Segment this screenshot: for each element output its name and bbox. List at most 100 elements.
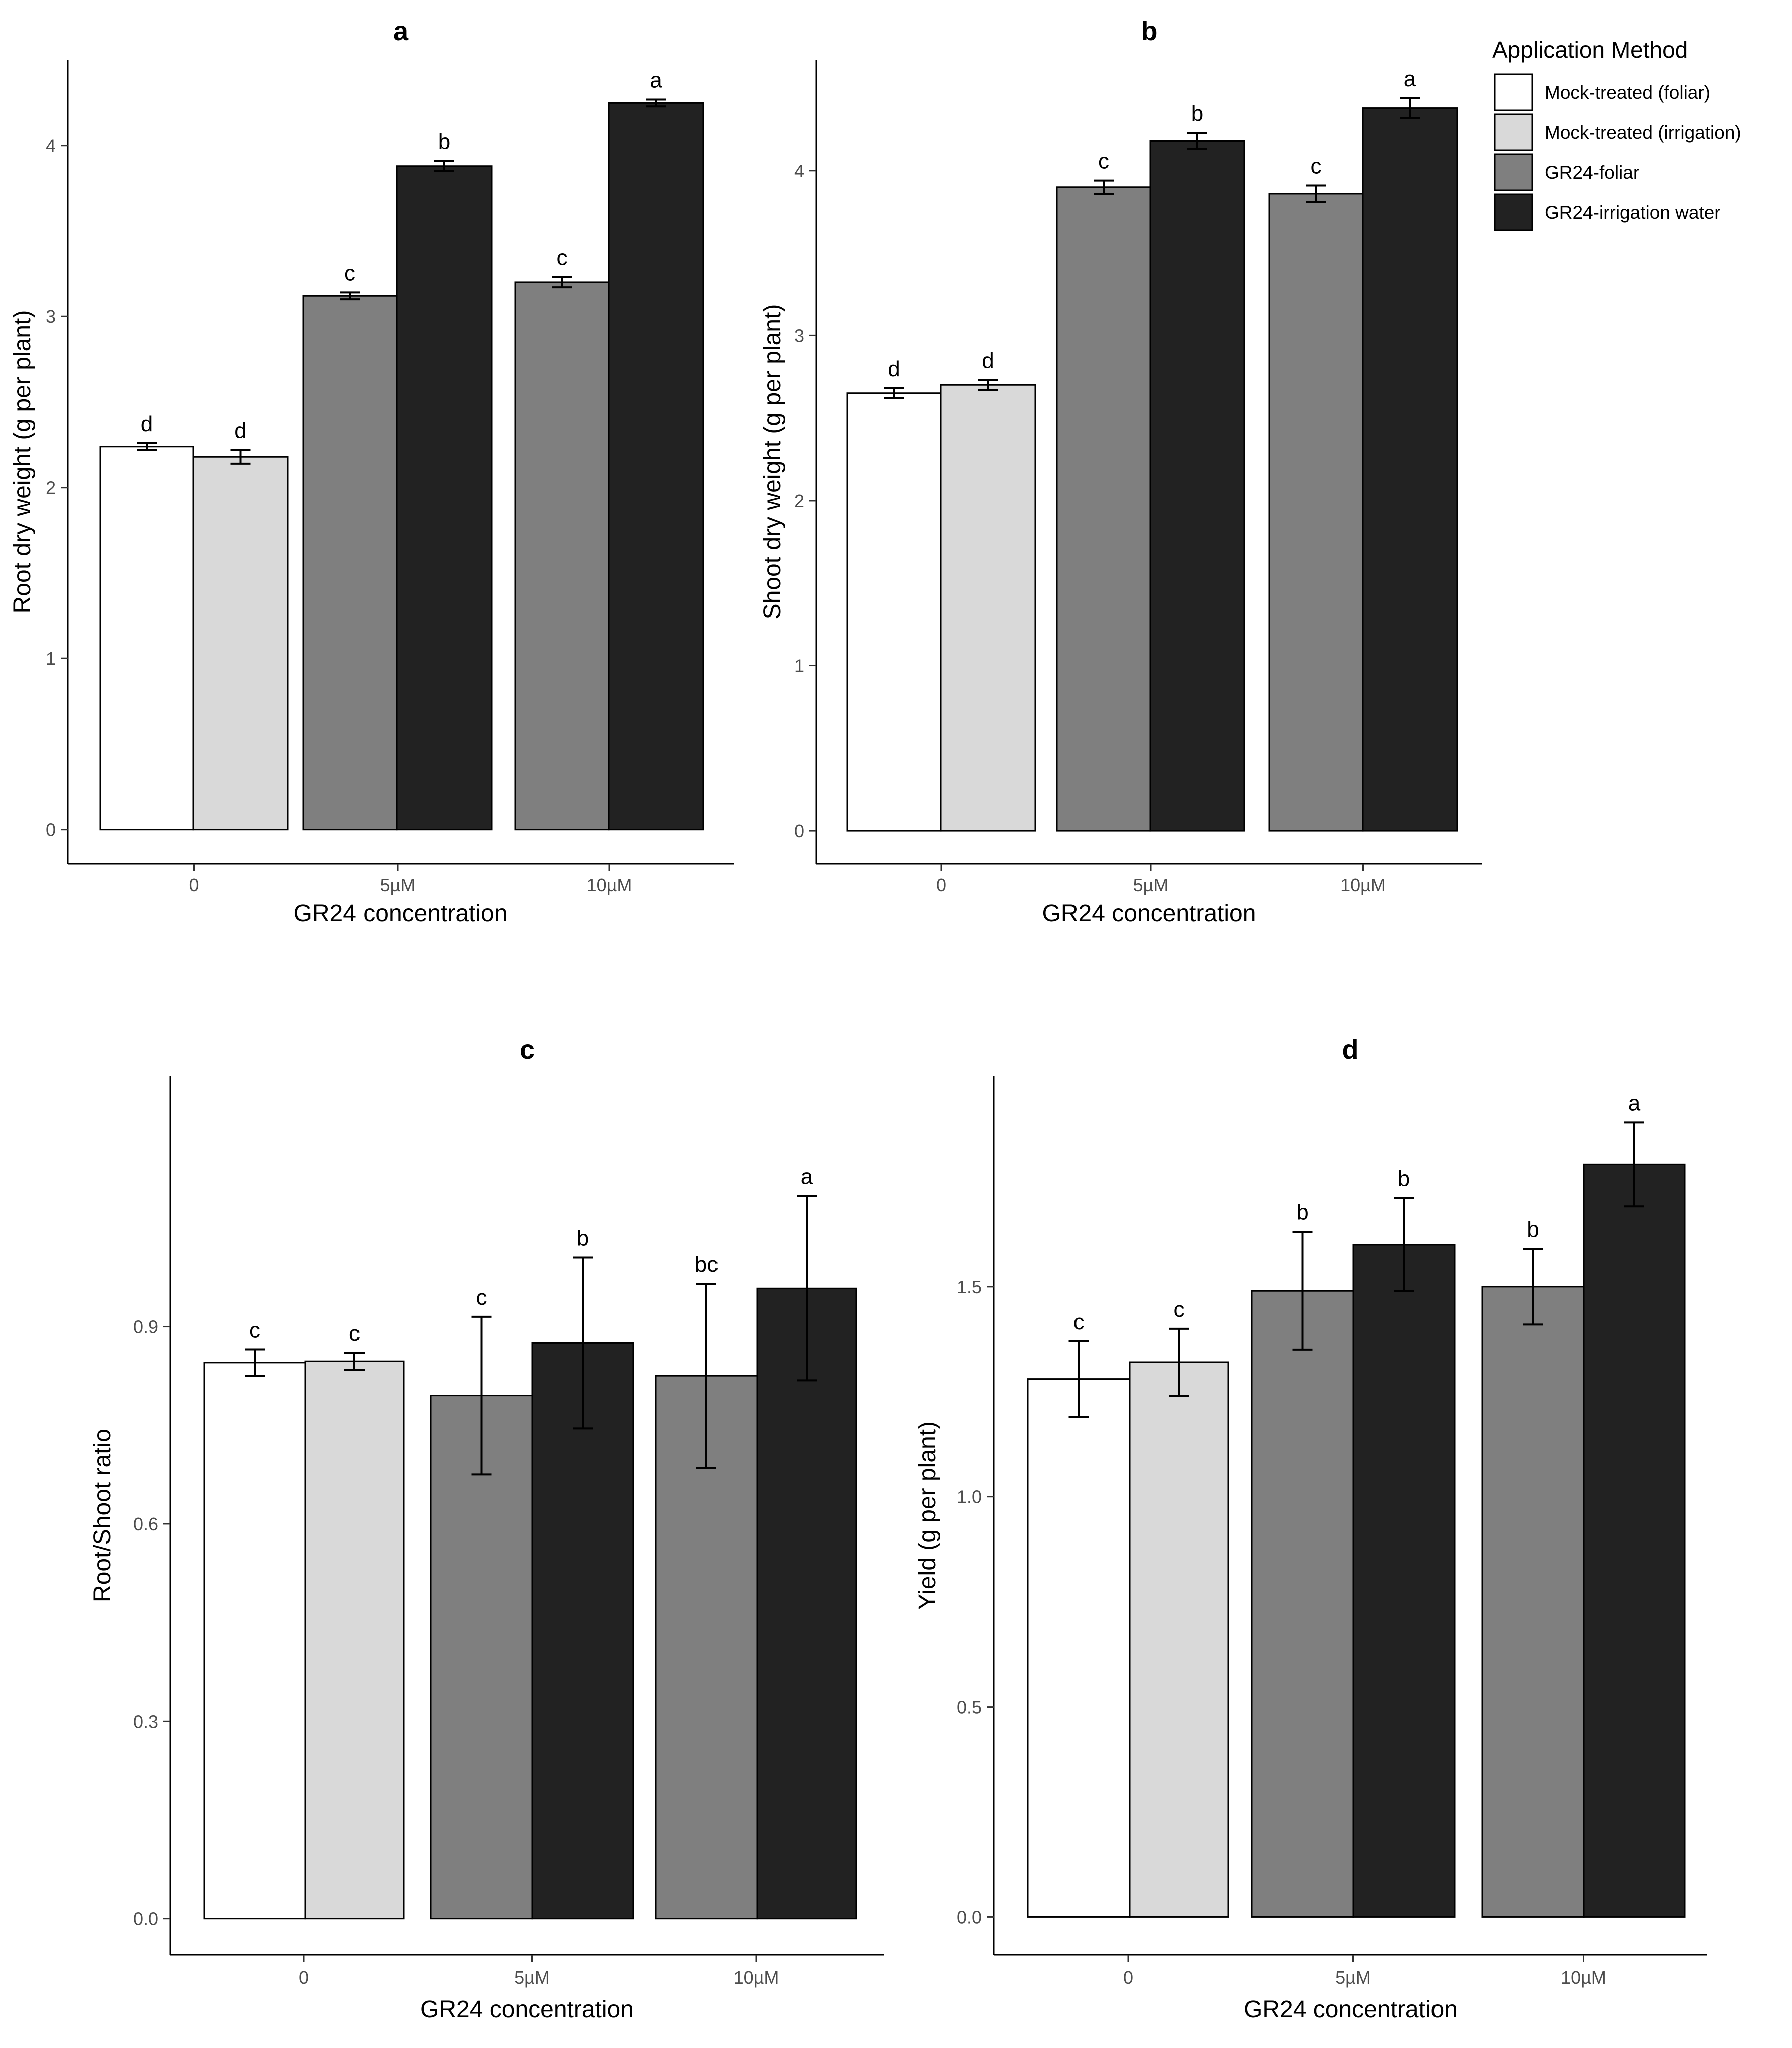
x-axis-title: GR24 concentration (420, 1996, 634, 2023)
bar-mock_foliar (203, 1362, 306, 1920)
error-bar (1394, 1197, 1414, 1292)
significance-label: c (344, 261, 355, 285)
significance-label: d (141, 412, 153, 436)
error-bar (137, 442, 157, 451)
y-tick-label: 1 (794, 656, 804, 676)
error-bar (1094, 179, 1114, 195)
y-tick-label: 0.3 (133, 1711, 158, 1732)
significance-label: c (557, 246, 568, 270)
error-bar (1523, 1248, 1543, 1326)
y-tick-label: 0 (46, 820, 56, 840)
x-tick-label: 5µM (380, 875, 416, 895)
significance-label: c (1174, 1297, 1185, 1322)
bar-mock_irrigation (192, 456, 289, 831)
y-tick-label: 0.9 (133, 1317, 158, 1337)
x-tick-label: 5µM (1335, 1967, 1371, 1988)
error-bar (978, 379, 998, 391)
error-bar (245, 1348, 265, 1377)
legend-label-mock_irrigation: Mock-treated (irrigation) (1545, 122, 1741, 143)
x-tick-label: 10µM (734, 1967, 779, 1988)
y-axis-title: Root dry weight (g per plant) (9, 310, 36, 614)
y-tick-label: 2 (794, 491, 804, 511)
y-axis-title: Shoot dry weight (g per plant) (759, 304, 786, 620)
significance-label: c (249, 1318, 260, 1343)
error-bar (696, 1283, 716, 1469)
significance-label: b (1527, 1217, 1539, 1242)
error-bar (552, 276, 572, 289)
bar-gr24_irrigation (531, 1342, 634, 1920)
legend-title: Application Method (1492, 37, 1688, 63)
x-tick-label: 5µM (1133, 875, 1169, 895)
bar-mock_foliar (99, 446, 194, 831)
significance-label: d (888, 357, 900, 381)
bar-mock_irrigation (304, 1360, 405, 1920)
x-tick-label: 10µM (587, 875, 632, 895)
error-bar (797, 1195, 817, 1382)
error-bar (1292, 1231, 1313, 1351)
bar-gr24_irrigation (1362, 107, 1458, 832)
bar-gr24_foliar (514, 281, 610, 831)
bar-mock_foliar (1027, 1378, 1131, 1918)
significance-label: b (1296, 1200, 1308, 1225)
legend-swatch-gr24_foliar (1494, 153, 1533, 191)
error-bar (1169, 1327, 1189, 1397)
x-tick-label: 0 (936, 875, 946, 895)
x-tick-label: 10µM (1340, 875, 1386, 895)
error-bar (340, 291, 360, 301)
error-bar (471, 1315, 492, 1476)
y-tick-label: 0 (794, 821, 804, 841)
bar-gr24_foliar (1268, 193, 1364, 832)
error-bar (1068, 1340, 1089, 1418)
bar-gr24_irrigation (756, 1287, 857, 1920)
significance-label: a (1628, 1091, 1641, 1115)
x-tick-label: 0 (299, 1967, 309, 1988)
error-bar (884, 387, 904, 399)
y-tick-label: 4 (46, 136, 56, 156)
legend-swatch-mock_foliar (1494, 73, 1533, 111)
panel-c: c 0.0 0.3 0.6 0.9 0 5µM 10µM GR24 concentration R… (89, 1035, 884, 2023)
y-axis-title: Yield (g per plant) (914, 1421, 941, 1610)
y-tick-label: 3 (46, 306, 56, 327)
bar-gr24_irrigation (1352, 1244, 1456, 1918)
significance-label: c (476, 1285, 487, 1310)
x-axis-title: GR24 concentration (294, 900, 508, 927)
y-tick-label: 0.5 (957, 1697, 982, 1718)
y-tick-label: 1.5 (957, 1277, 982, 1297)
significance-label: a (650, 68, 662, 93)
error-bar (646, 98, 666, 108)
significance-label: b (577, 1226, 589, 1251)
x-axis-title: GR24 concentration (1042, 900, 1256, 927)
y-tick-label: 0.6 (133, 1514, 158, 1534)
y-tick-label: 1.0 (957, 1487, 982, 1507)
panel-b: b 0 1 2 3 4 0 5µM 10µM GR24 concentration Shoot dr… (759, 16, 1482, 927)
error-bar (1306, 184, 1326, 203)
bar-gr24_foliar (1056, 186, 1151, 832)
x-axis-title: GR24 concentration (1244, 1996, 1458, 2023)
panel-d: d 0.0 0.5 1.0 1.5 0 5µM 10µM GR24 concentration Y… (914, 1035, 1707, 2023)
x-tick-label: 5µM (514, 1967, 550, 1988)
error-bar (1187, 132, 1207, 150)
error-bar (1400, 97, 1420, 119)
y-tick-label: 0.0 (133, 1909, 158, 1929)
error-bar (573, 1256, 593, 1430)
error-bar (434, 160, 454, 172)
y-tick-label: 4 (794, 161, 804, 181)
y-tick-label: 2 (46, 478, 56, 498)
legend-swatch-gr24_irrigation (1494, 193, 1533, 231)
significance-label: c (349, 1321, 360, 1346)
significance-label: b (1398, 1167, 1410, 1191)
bar-gr24_foliar (1251, 1290, 1354, 1918)
bar-mock_irrigation (1129, 1361, 1229, 1918)
significance-label: a (801, 1164, 813, 1189)
legend: Application Method Mock-treated (foliar) M… (1492, 37, 1741, 231)
bar-gr24_irrigation (396, 165, 493, 831)
bar-gr24_irrigation (608, 102, 704, 831)
legend-label-mock_foliar: Mock-treated (foliar) (1545, 82, 1710, 103)
y-tick-label: 3 (794, 325, 804, 346)
legend-label-gr24_foliar: GR24-foliar (1545, 162, 1639, 183)
panel-title-d: d (1342, 1035, 1359, 1065)
significance-label: a (1404, 67, 1416, 91)
bar-gr24_irrigation (1149, 140, 1245, 832)
error-bar (230, 449, 251, 465)
significance-label: c (1098, 149, 1109, 174)
